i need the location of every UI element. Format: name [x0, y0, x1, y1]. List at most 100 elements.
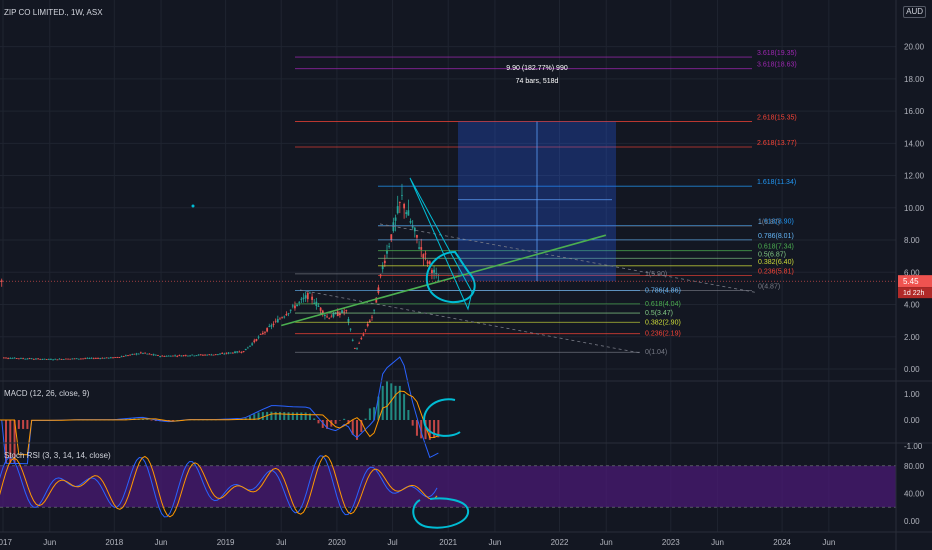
candle-body — [127, 355, 129, 357]
candle-body — [109, 357, 112, 359]
candle-body — [28, 358, 31, 360]
candle-body — [184, 355, 187, 357]
candle-body — [257, 336, 260, 338]
candle-body — [35, 358, 37, 360]
candle-body — [274, 320, 277, 322]
candle-body — [326, 316, 328, 318]
candle-body — [118, 357, 121, 358]
fib-level-label: 0.236(5.81) — [758, 268, 794, 275]
candle-body — [302, 297, 305, 299]
price-pane[interactable]: 3.618(19.35) 3.618(18.63) 2.618(15.35) 2.61… — [0, 50, 896, 361]
macd-bar — [415, 420, 418, 436]
candle-body — [169, 355, 172, 357]
candle-body — [116, 357, 119, 359]
macd-bar — [364, 418, 367, 420]
macd-bar — [394, 385, 397, 420]
candle-body — [227, 352, 230, 354]
candle-body — [219, 353, 221, 355]
candle-body — [216, 354, 219, 356]
candle-body — [88, 358, 91, 359]
last-price-value: 5.45 — [903, 277, 919, 286]
macd-bar — [313, 418, 316, 420]
macd-bar — [308, 413, 311, 420]
fib-level-label: 3.618(19.35) — [757, 50, 797, 57]
time-axis-label: 2022 — [551, 538, 569, 547]
fib-level-label: 0.618(4.04) — [645, 301, 681, 308]
rsi-circle-annotation — [412, 497, 470, 529]
time-axis-label: Jun — [711, 538, 724, 547]
candle-body — [65, 358, 67, 360]
macd-tick-label: 0.00 — [904, 416, 920, 425]
candle-body — [94, 358, 97, 359]
candle-body — [268, 326, 271, 327]
candle-body — [195, 355, 198, 357]
candle-body — [394, 217, 397, 221]
macd-bar — [390, 383, 393, 420]
macd-bar — [403, 394, 406, 420]
candle-body — [39, 358, 42, 360]
candle-body — [251, 343, 254, 345]
candle-body — [58, 358, 61, 360]
time-axis-label: Jun — [822, 538, 835, 547]
time-axis-label: 2021 — [439, 538, 457, 547]
candle-body — [60, 359, 63, 360]
fib-retracement-upper: 3.618(19.35) 3.618(18.63) 2.618(15.35) 2.61… — [295, 50, 797, 291]
candle-body — [386, 250, 388, 254]
candle-body — [398, 202, 401, 203]
candle-body — [330, 316, 333, 318]
candle-body — [309, 292, 311, 294]
macd-bar — [368, 408, 371, 420]
candle-body — [366, 324, 369, 327]
candle-body — [73, 358, 76, 360]
last-price-badge — [898, 275, 932, 288]
candle-body — [300, 298, 303, 300]
time-axis-label: Jul — [276, 538, 286, 547]
macd-bar — [22, 420, 25, 429]
candle-body — [343, 311, 346, 313]
candle-body — [161, 355, 164, 357]
candle-body — [86, 357, 89, 359]
candle-body — [124, 355, 127, 357]
candle-body — [291, 305, 294, 307]
price-tick-label: 16.00 — [904, 107, 925, 116]
stoch-rsi-pane[interactable] — [0, 454, 896, 529]
candle-body — [41, 359, 44, 360]
stoch-d-line — [0, 454, 438, 518]
candle-body — [189, 355, 191, 357]
price-tick-label: 6.00 — [904, 268, 920, 277]
candle-body — [163, 356, 166, 357]
macd-bar — [360, 420, 363, 432]
macd-bar — [433, 420, 436, 438]
candle-body — [90, 357, 93, 359]
candle-body — [182, 355, 185, 357]
candle-body — [349, 328, 352, 330]
marker-dot — [191, 204, 195, 208]
candle-body — [317, 306, 320, 307]
macd-bar — [291, 412, 294, 420]
candle-body — [407, 210, 410, 216]
macd-bar — [283, 412, 286, 420]
currency-button[interactable]: AUD — [903, 6, 926, 18]
candle-body — [328, 317, 331, 319]
macd-pane[interactable] — [0, 356, 461, 465]
macd-bar — [13, 420, 16, 464]
macd-bar — [373, 407, 376, 420]
candle-body — [103, 357, 106, 359]
fib-level-label: 0.236(2.19) — [645, 331, 681, 338]
candle-body — [422, 254, 425, 258]
macd-bar — [249, 416, 252, 420]
symbol-title: ZIP CO LIMITED., 1W, ASX — [4, 8, 103, 17]
candle-body — [240, 352, 243, 353]
macd-bar — [385, 381, 388, 420]
macd-bar — [167, 420, 170, 421]
macd-bar — [377, 396, 380, 420]
candle-body — [304, 295, 307, 299]
candle-body — [264, 331, 266, 333]
macd-bar — [398, 385, 401, 420]
time-axis-label: 2023 — [662, 538, 680, 547]
price-tick-label: 0.00 — [904, 365, 920, 374]
candle-body — [433, 269, 435, 273]
candle-body — [311, 296, 313, 300]
measure-label: 9.90 (182.77%) 990 — [506, 65, 568, 72]
